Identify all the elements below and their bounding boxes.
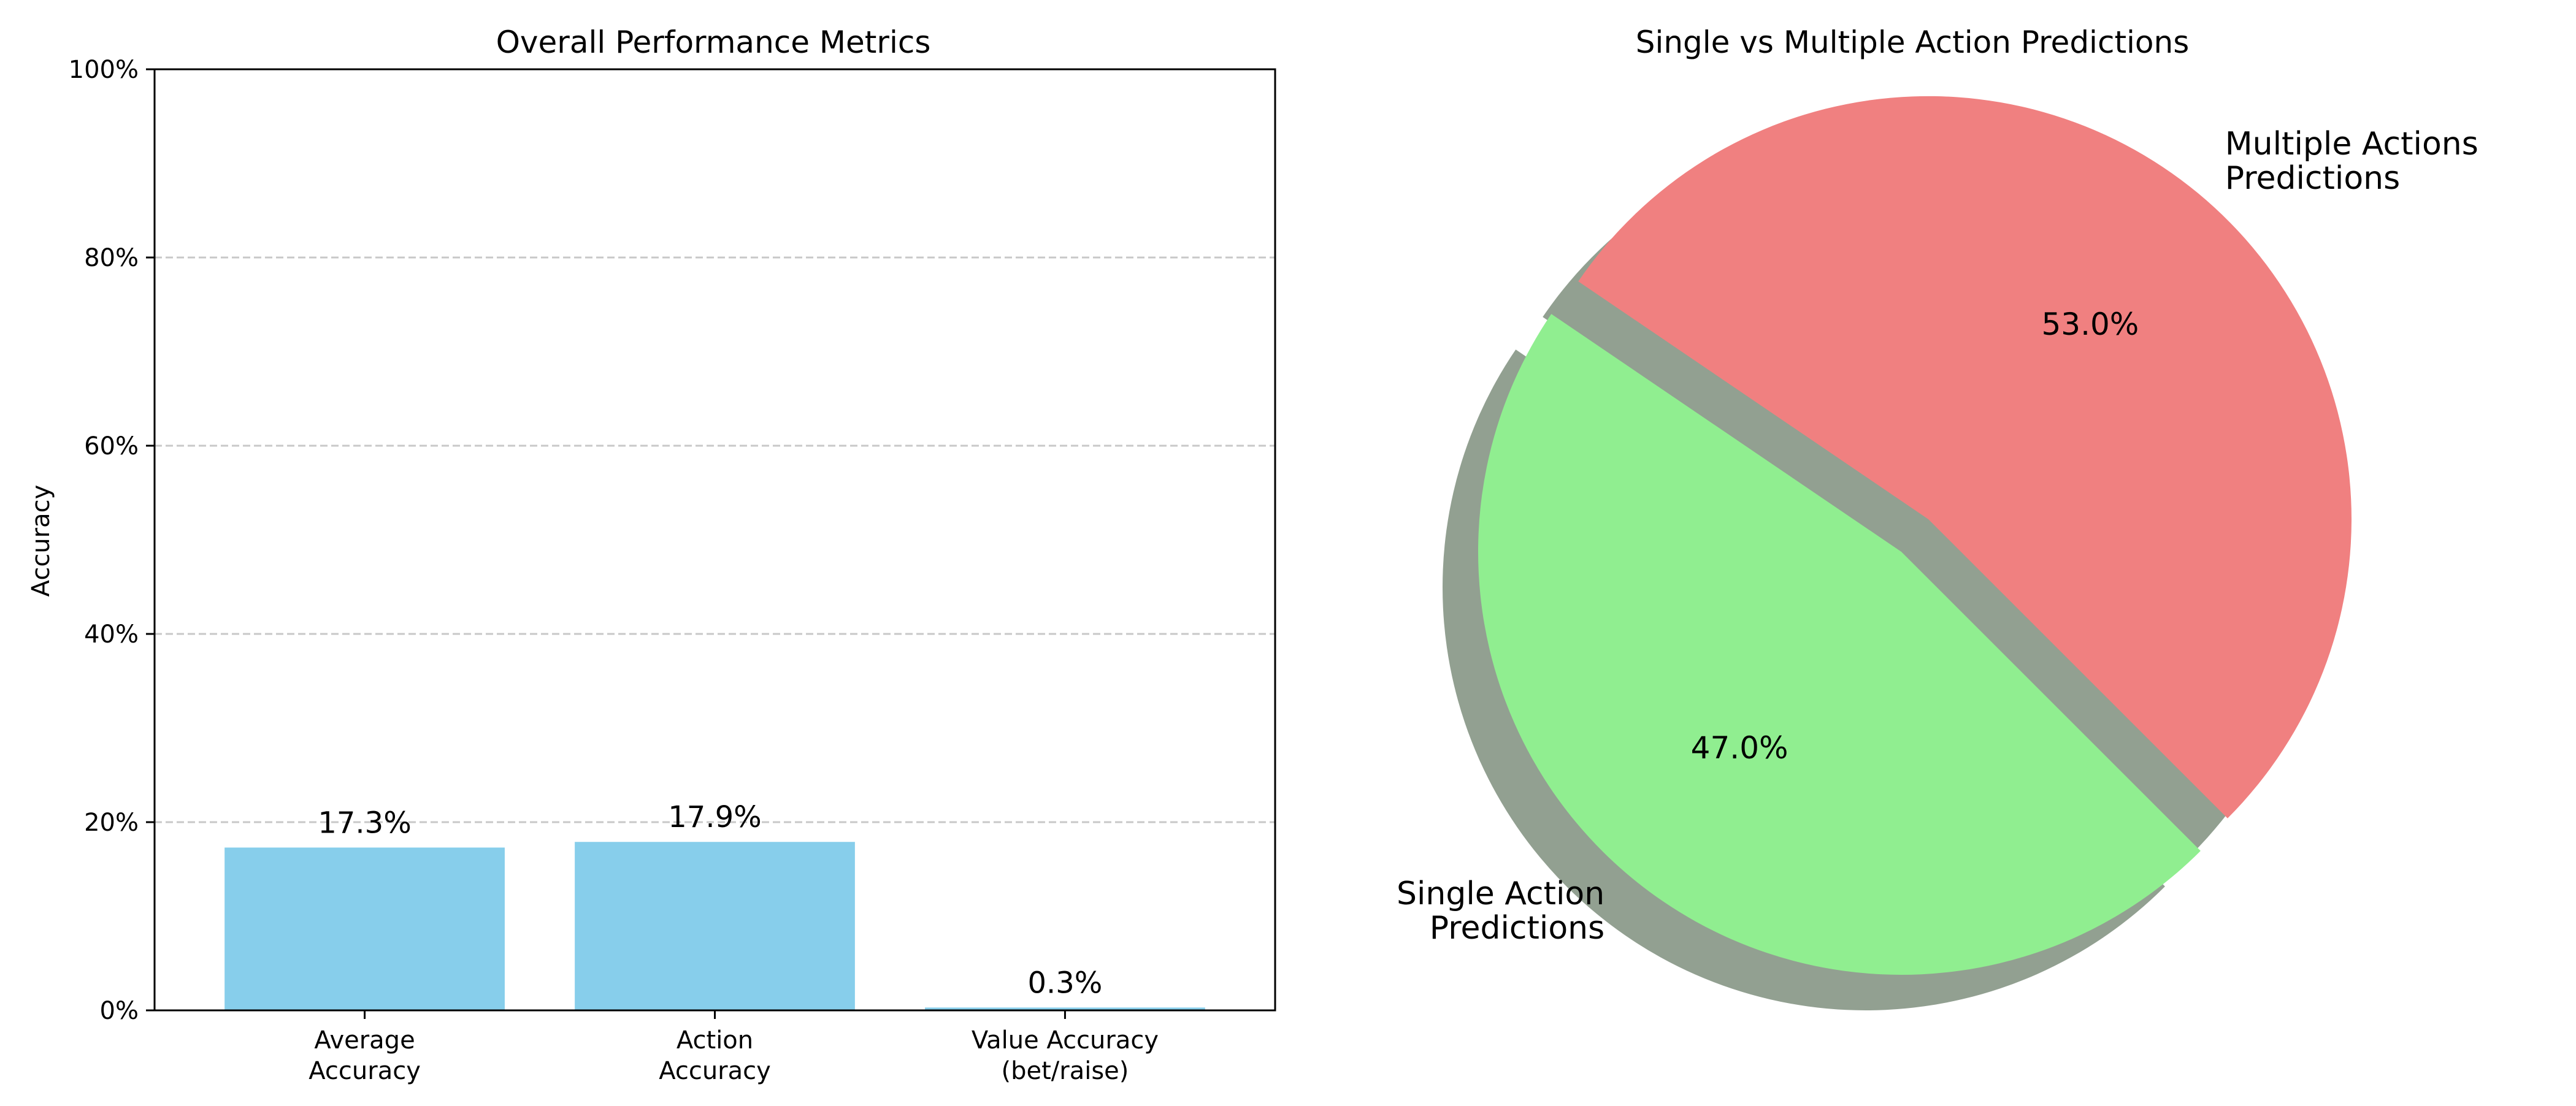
bar-data-label: 17.9% [668, 800, 761, 834]
y-tick-label: 80% [84, 244, 139, 272]
pie-slice-label: Single Action Predictions [1397, 875, 1604, 947]
y-tick-label: 40% [84, 620, 139, 649]
bar [224, 847, 505, 1010]
y-ticks: 0% 20% 40% 60% 80% 100% [69, 56, 155, 1025]
bar-data-label: 17.3% [318, 806, 411, 840]
bar [925, 1007, 1205, 1010]
pie-slice-label: Multiple Actions Predictions [2225, 126, 2478, 197]
x-tick-label: Action Accuracy [659, 1026, 771, 1085]
y-tick-label: 0% [100, 997, 139, 1025]
x-ticks: Average Accuracy Action Accuracy Value Accur… [309, 1010, 1159, 1085]
pie-labels: 53.0% Multiple Actions Predictions 47.0% Sin… [1397, 126, 2478, 947]
pie-slices [1478, 96, 2352, 975]
pie-chart-title: Single vs Multiple Action Predictions [1636, 25, 2190, 60]
pie-chart: Single vs Multiple Action Predictions 53… [1397, 25, 2478, 1010]
bars [224, 842, 1205, 1010]
pie-slice [1578, 96, 2352, 818]
grid-lines [155, 256, 1275, 823]
bar [575, 842, 855, 1010]
data-labels: 17.3% 17.9% 0.3% [318, 800, 1102, 1000]
x-tick-label: Average Accuracy [309, 1026, 421, 1085]
y-axis-label: Accuracy [27, 485, 55, 597]
pie-slice [1478, 314, 2201, 975]
y-tick-label: 100% [69, 56, 139, 84]
pie-pct-label: 53.0% [2041, 307, 2139, 342]
y-tick-label: 20% [84, 809, 139, 837]
y-tick-label: 60% [84, 432, 139, 460]
x-tick-label: Value Accuracy (bet/raise) [972, 1026, 1159, 1085]
bar-chart: Overall Performance Metrics Accuracy 0% 2… [27, 25, 1276, 1085]
bar-chart-title: Overall Performance Metrics [496, 25, 931, 60]
pie-pct-label: 47.0% [1691, 730, 1788, 766]
bar-data-label: 0.3% [1027, 966, 1102, 1000]
